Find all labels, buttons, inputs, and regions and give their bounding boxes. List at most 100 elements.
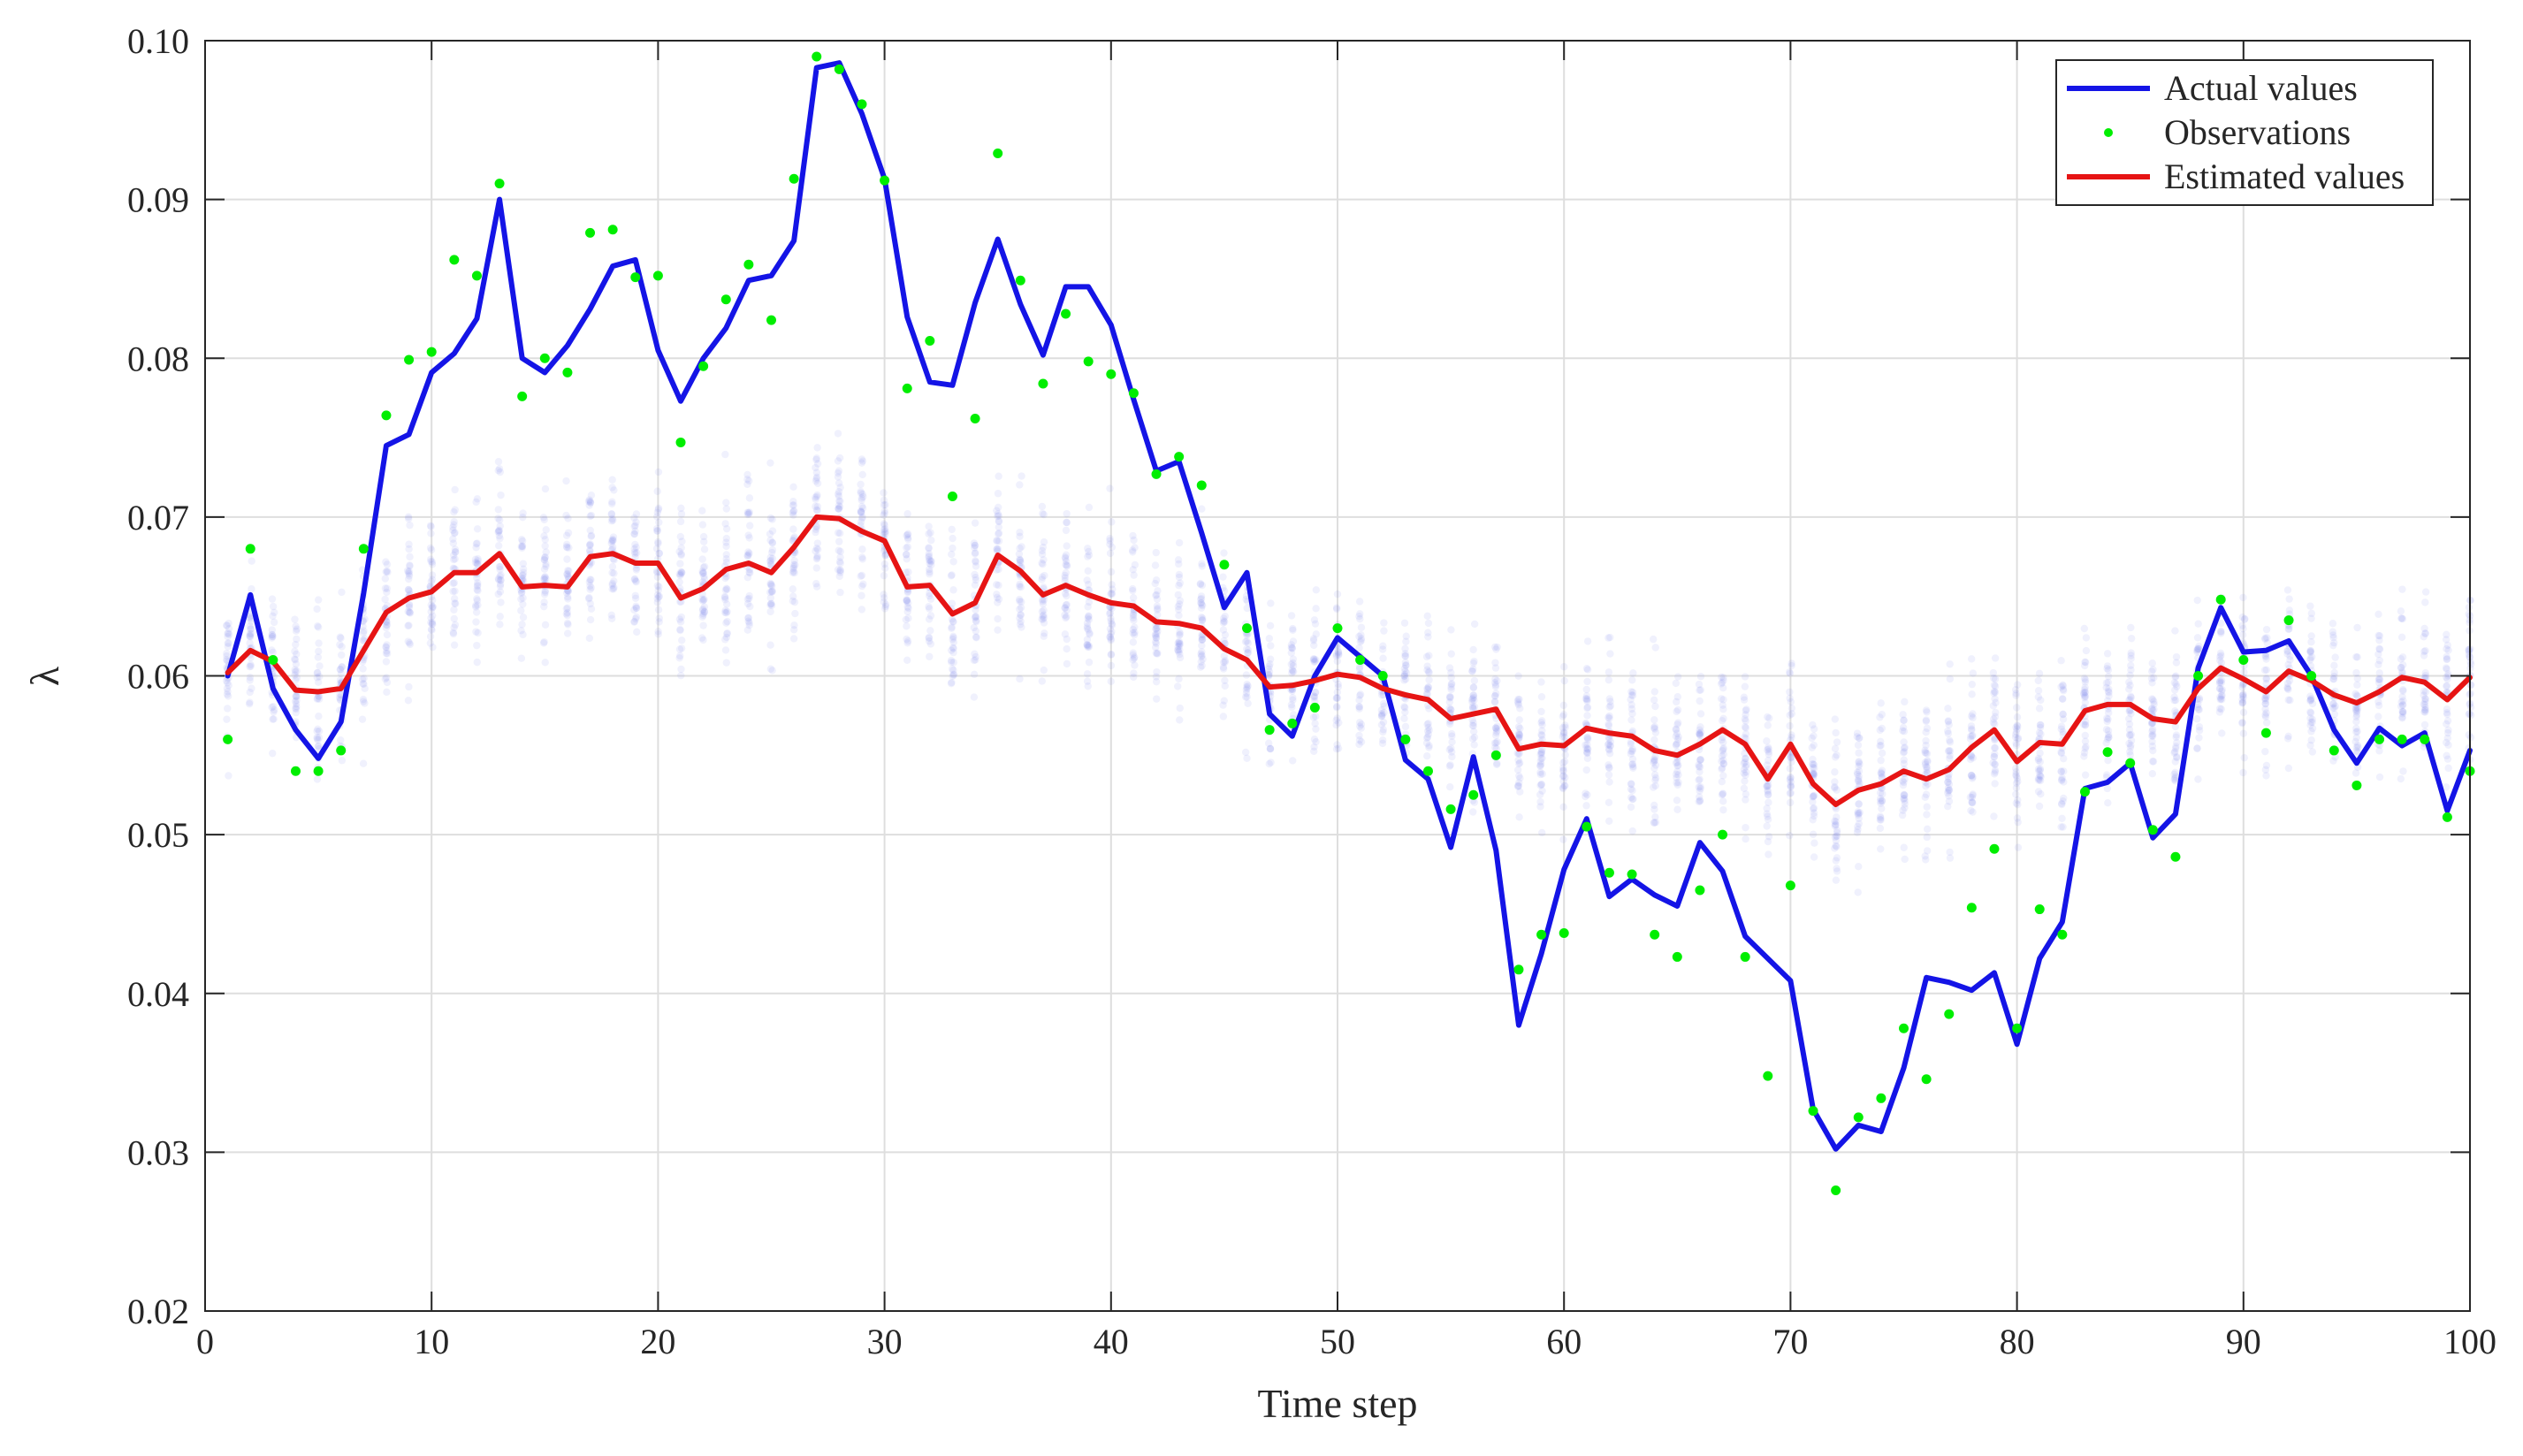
particle-point [1107, 590, 1115, 598]
particle-point [949, 666, 957, 675]
particle-point [608, 614, 616, 622]
particle-point [1063, 518, 1071, 527]
particle-point [745, 534, 753, 542]
particle-point [2081, 683, 2089, 691]
observation-point [1038, 378, 1048, 389]
particle-point [1901, 804, 1909, 812]
particle-point [1448, 752, 1456, 761]
particle-point [1969, 754, 1978, 762]
particle-point [1288, 644, 1296, 652]
particle-point [1538, 745, 1546, 754]
particle-point [1765, 833, 1773, 841]
observation-point [1196, 480, 1207, 491]
observation-point [857, 99, 867, 110]
particle-point [2420, 720, 2429, 729]
particle-point [497, 491, 505, 499]
particle-point [654, 539, 662, 547]
particle-point [2465, 731, 2473, 739]
particle-point [1151, 630, 1160, 638]
particle-point [971, 650, 979, 658]
particle-point [1266, 744, 1275, 753]
particle-point [1491, 664, 1500, 672]
particle-point [1356, 614, 1364, 623]
observation-point [1468, 789, 1479, 800]
particle-point [1537, 748, 1545, 757]
particle-point [1355, 740, 1363, 749]
particle-point [1877, 814, 1885, 822]
particle-point [1833, 813, 1841, 821]
particle-point [926, 627, 934, 635]
particle-point [1152, 591, 1160, 599]
particle-point [1129, 548, 1137, 556]
particle-point [1400, 670, 1409, 679]
particle-point [1833, 854, 1841, 862]
particle-point [699, 569, 707, 577]
particle-point [927, 557, 935, 565]
particle-point [1289, 624, 1297, 633]
particle-point [1605, 668, 1613, 676]
particle-point [2105, 692, 2113, 700]
particle-point [2353, 704, 2362, 713]
particle-point [405, 682, 413, 691]
particle-point [1831, 833, 1839, 842]
particle-point [1719, 676, 1727, 684]
particle-point [404, 697, 413, 705]
particle-point [427, 577, 435, 586]
particle-point [1944, 773, 1952, 781]
particle-point [632, 564, 641, 572]
particle-point [1493, 643, 1501, 652]
particle-point [858, 457, 867, 465]
particle-point [1695, 761, 1703, 769]
particle-point [361, 615, 369, 623]
particle-point [1083, 640, 1091, 649]
particle-point [721, 520, 729, 528]
particle-point [315, 712, 323, 720]
particle-point [1537, 750, 1545, 758]
particle-point [880, 511, 888, 519]
particle-point [1628, 795, 1636, 804]
particle-point [745, 494, 754, 502]
particle-point [1968, 712, 1976, 720]
particle-point [585, 541, 594, 549]
particle-point [1129, 651, 1137, 659]
particle-point [972, 634, 980, 642]
particle-point [1380, 619, 1388, 627]
observation-point [1490, 750, 1501, 760]
particle-point [1809, 816, 1817, 824]
particle-point [1108, 543, 1117, 552]
particle-point [1175, 648, 1183, 656]
particle-point [1878, 766, 1887, 774]
particle-point [563, 570, 571, 579]
particle-point [970, 539, 979, 547]
particle-point [1492, 728, 1500, 737]
particle-point [564, 515, 572, 522]
particle-point [1968, 793, 1976, 802]
particle-point [1514, 695, 1522, 704]
particle-point [1084, 626, 1093, 634]
particle-point [925, 565, 934, 574]
particle-point [653, 582, 662, 590]
particle-point [2352, 652, 2360, 661]
particle-point [1174, 682, 1182, 690]
particle-point [1583, 704, 1591, 713]
particle-point [722, 600, 731, 608]
particle-point [1513, 781, 1522, 789]
particle-point [993, 593, 1002, 602]
particle-point [1289, 637, 1298, 645]
particle-point [427, 530, 435, 537]
particle-point [1944, 727, 1952, 736]
particle-point [1559, 803, 1567, 812]
particle-point [1967, 751, 1975, 759]
particle-point [1016, 614, 1024, 622]
particle-point [926, 591, 934, 600]
particle-point [1696, 686, 1704, 694]
particle-point [1175, 582, 1183, 590]
particle-point [1468, 667, 1476, 675]
particle-point [1312, 605, 1320, 613]
particle-point [1559, 701, 1568, 710]
particle-point [1289, 659, 1297, 667]
particle-point [880, 509, 888, 517]
particle-point [722, 573, 730, 581]
particle-point [2421, 704, 2429, 712]
particle-point [1583, 754, 1592, 763]
